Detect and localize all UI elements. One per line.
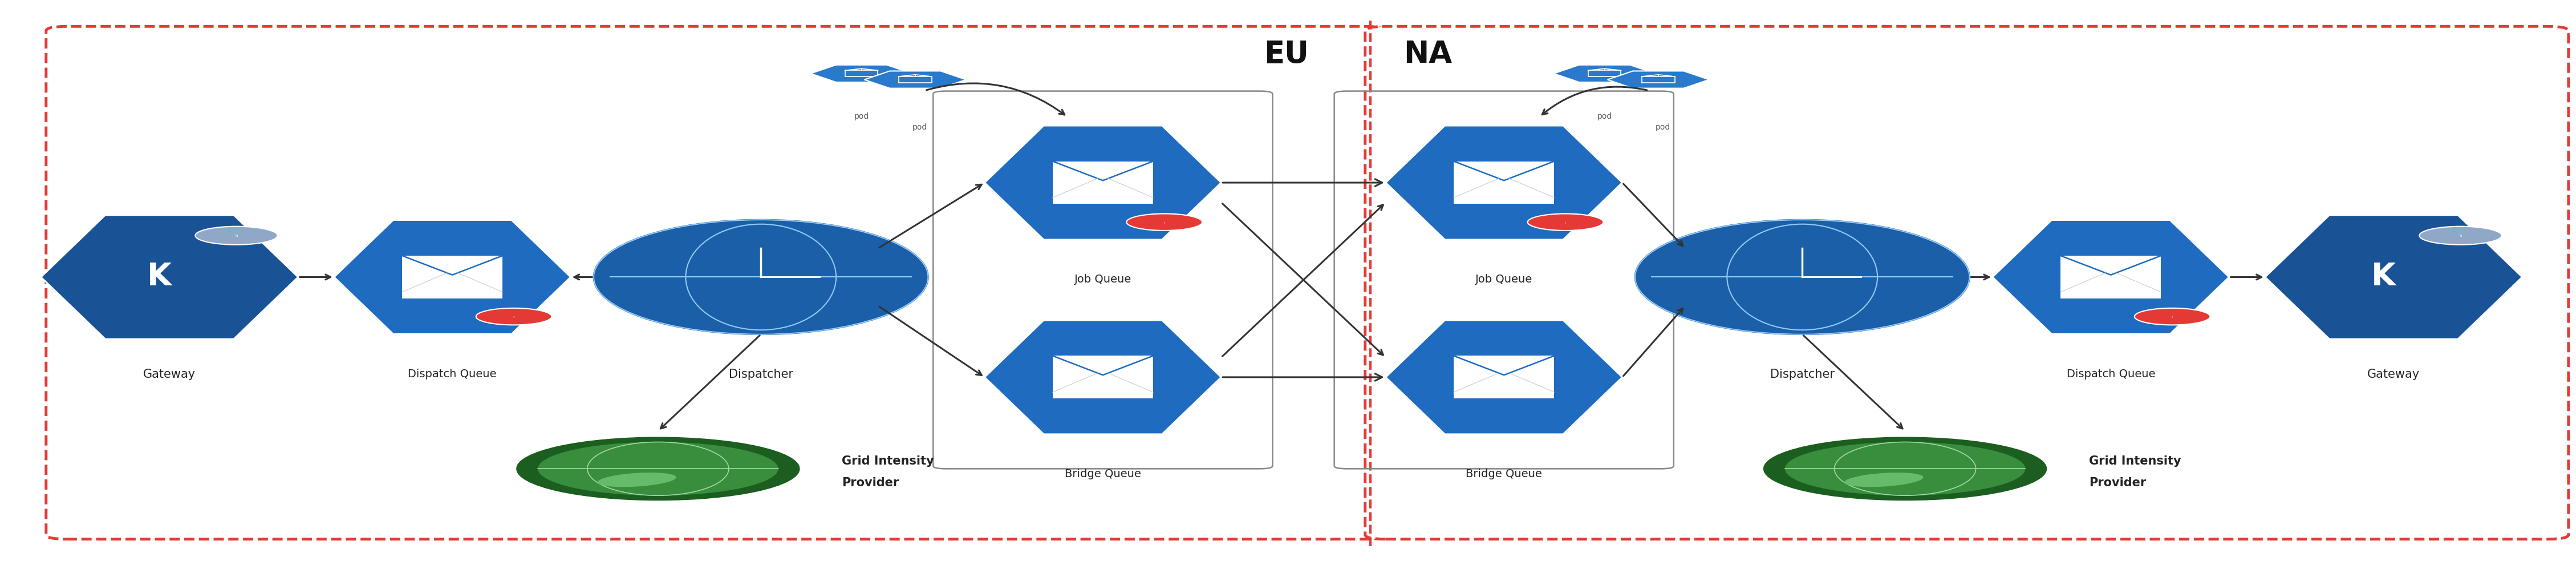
- Text: Job Queue: Job Queue: [1074, 274, 1131, 285]
- Text: Dispatch Queue: Dispatch Queue: [2066, 369, 2156, 380]
- Polygon shape: [335, 220, 572, 334]
- FancyBboxPatch shape: [1453, 356, 1553, 399]
- Circle shape: [2419, 226, 2501, 245]
- Polygon shape: [866, 71, 966, 88]
- Circle shape: [1785, 442, 2025, 496]
- Text: K: K: [2370, 261, 2396, 293]
- Polygon shape: [984, 320, 1221, 434]
- Text: Grid Intensity: Grid Intensity: [842, 455, 935, 467]
- Polygon shape: [2264, 215, 2522, 339]
- Polygon shape: [1386, 126, 1623, 239]
- Polygon shape: [1607, 71, 1708, 88]
- Circle shape: [1528, 213, 1602, 231]
- Text: Bridge Queue: Bridge Queue: [1466, 469, 1543, 479]
- Text: pod: pod: [855, 113, 868, 120]
- Text: Gateway: Gateway: [2367, 369, 2419, 380]
- Text: Provider: Provider: [842, 477, 899, 489]
- FancyBboxPatch shape: [1054, 356, 1154, 399]
- Polygon shape: [1553, 65, 1656, 82]
- Text: K: K: [147, 261, 173, 293]
- Polygon shape: [1386, 320, 1623, 434]
- FancyBboxPatch shape: [2061, 256, 2161, 298]
- Text: Dispatcher: Dispatcher: [729, 369, 793, 380]
- FancyBboxPatch shape: [1453, 161, 1553, 204]
- Circle shape: [2136, 308, 2210, 325]
- Circle shape: [518, 437, 799, 500]
- Text: Grid Intensity: Grid Intensity: [2089, 455, 2182, 467]
- Circle shape: [1126, 213, 1203, 231]
- FancyBboxPatch shape: [1365, 27, 2568, 539]
- Text: Bridge Queue: Bridge Queue: [1064, 469, 1141, 479]
- Ellipse shape: [1636, 220, 1971, 334]
- FancyBboxPatch shape: [46, 27, 1386, 539]
- Circle shape: [196, 226, 278, 245]
- Text: Gateway: Gateway: [144, 369, 196, 380]
- Text: Job Queue: Job Queue: [1476, 274, 1533, 285]
- Ellipse shape: [592, 220, 927, 334]
- FancyBboxPatch shape: [1054, 161, 1154, 204]
- Text: pod: pod: [912, 123, 927, 131]
- FancyBboxPatch shape: [402, 256, 502, 298]
- Text: pod: pod: [1656, 123, 1672, 131]
- Polygon shape: [1991, 220, 2228, 334]
- Circle shape: [1765, 437, 2045, 500]
- Circle shape: [538, 442, 778, 496]
- Polygon shape: [41, 215, 299, 339]
- Text: NA: NA: [1404, 40, 1453, 69]
- Ellipse shape: [598, 473, 677, 487]
- Text: pod: pod: [1597, 113, 1613, 120]
- Polygon shape: [984, 126, 1221, 239]
- Polygon shape: [811, 65, 912, 82]
- Circle shape: [477, 308, 551, 325]
- Text: Dispatcher: Dispatcher: [1770, 369, 1834, 380]
- Text: Provider: Provider: [2089, 477, 2146, 489]
- Ellipse shape: [1844, 473, 1924, 487]
- Text: Dispatch Queue: Dispatch Queue: [407, 369, 497, 380]
- Text: EU: EU: [1265, 40, 1309, 69]
